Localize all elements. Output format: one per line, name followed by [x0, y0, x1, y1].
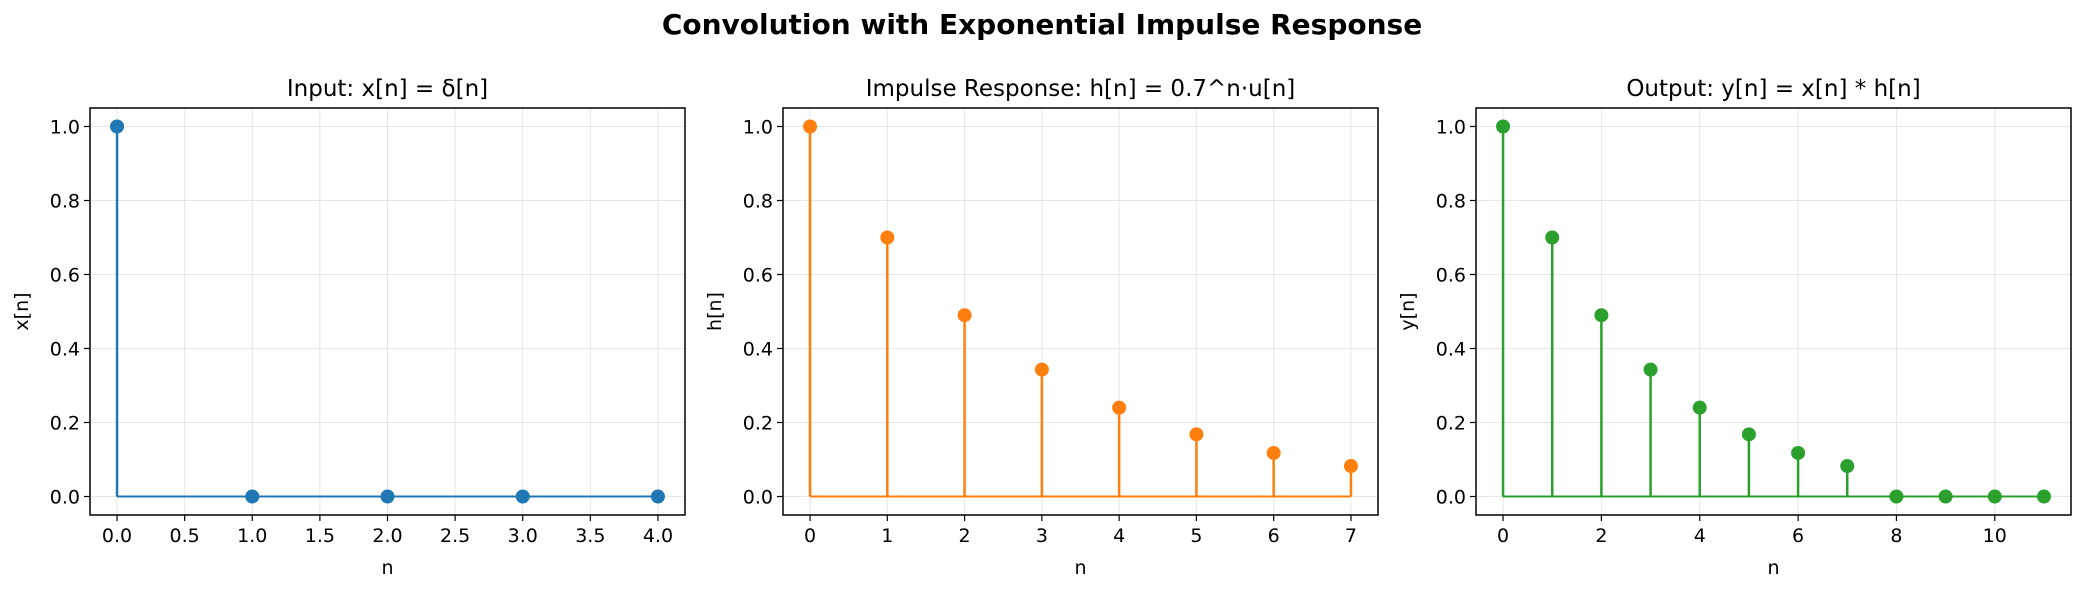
y-tick-label-4: 0.8	[1436, 191, 1466, 213]
stem-marker-2	[380, 489, 395, 504]
x-tick-label-0: 0.0	[102, 525, 132, 547]
x-tick-label-2: 2	[959, 525, 971, 547]
stem-marker-4	[1692, 400, 1707, 415]
stem-marker-4	[1112, 400, 1127, 415]
y-tick-label-5: 1.0	[1436, 117, 1466, 139]
stem-marker-9	[1938, 489, 1953, 504]
x-tick-label-5: 5	[1190, 525, 1202, 547]
x-tick-label-8: 4.0	[643, 525, 673, 547]
stem-marker-1	[245, 489, 260, 504]
x-tick-label-0: 0	[804, 525, 816, 547]
y-tick-label-3: 0.6	[50, 265, 80, 287]
x-tick-label-6: 3.0	[508, 525, 538, 547]
figure-title: Convolution with Exponential Impulse Res…	[661, 8, 1423, 41]
axes-frame	[782, 107, 1379, 516]
y-tick-label-0: 0.0	[50, 487, 80, 509]
stem-marker-11	[2036, 489, 2051, 504]
x-tick-label-3: 6	[1792, 525, 1804, 547]
x-tick-label-4: 4	[1113, 525, 1125, 547]
stem-marker-6	[1791, 445, 1806, 460]
y-tick-label-4: 0.8	[743, 191, 773, 213]
x-tick-label-3: 3	[1036, 525, 1048, 547]
x-axis-label: n	[381, 557, 393, 579]
x-tick-label-1: 1	[881, 525, 893, 547]
stem-marker-5	[1741, 427, 1756, 442]
stem-marker-0	[1496, 119, 1511, 134]
x-tick-label-2: 4	[1694, 525, 1706, 547]
x-tick-label-1: 0.5	[170, 525, 200, 547]
subplot-1: 0.0 0.5 1.0 1.5 2.0 2.5 3.0 3.5 4.0 0.0 0.2 0.4 0.6 0…	[11, 76, 686, 579]
y-tick-label-4: 0.8	[50, 191, 80, 213]
subplot-3: 0 2 4 6 8 10 0.0 0.2 0.4 0.6 0.8 1.0 Output: y[n] = …	[1397, 76, 2072, 579]
y-tick-label-3: 0.6	[1436, 265, 1466, 287]
x-tick-label-3: 1.5	[305, 525, 335, 547]
x-tick-label-5: 2.5	[440, 525, 470, 547]
y-tick-label-2: 0.4	[743, 339, 773, 361]
subplot-title: Impulse Response: h[n] = 0.7^n·u[n]	[866, 76, 1296, 102]
y-tick-label-2: 0.4	[1436, 339, 1466, 361]
y-tick-label-1: 0.2	[50, 413, 80, 435]
y-tick-label-0: 0.0	[1436, 487, 1466, 509]
y-axis-label: x[n]	[11, 292, 33, 330]
stem-marker-3	[1034, 362, 1049, 377]
x-tick-label-1: 2	[1595, 525, 1607, 547]
y-tick-label-3: 0.6	[743, 265, 773, 287]
y-tick-label-0: 0.0	[743, 487, 773, 509]
stem-marker-2	[1594, 308, 1609, 323]
x-tick-label-2: 1.0	[237, 525, 267, 547]
x-tick-label-0: 0	[1497, 525, 1509, 547]
stem-marker-7	[1343, 459, 1358, 474]
subplot-title: Input: x[n] = δ[n]	[287, 76, 488, 102]
y-tick-label-5: 1.0	[743, 117, 773, 139]
x-tick-label-6: 6	[1268, 525, 1280, 547]
y-tick-label-1: 0.2	[743, 413, 773, 435]
stem-marker-8	[1889, 489, 1904, 504]
stem-marker-3	[1643, 362, 1658, 377]
stem-marker-3	[515, 489, 530, 504]
x-tick-label-7: 3.5	[575, 525, 605, 547]
y-tick-label-1: 0.2	[1436, 413, 1466, 435]
stem-marker-4	[650, 489, 665, 504]
x-tick-label-5: 10	[1983, 525, 2007, 547]
stem-marker-0	[803, 119, 818, 134]
stem-marker-2	[957, 308, 972, 323]
subplot-title: Output: y[n] = x[n] * h[n]	[1626, 76, 1920, 102]
x-axis-label: n	[1074, 557, 1086, 579]
y-axis-label: y[n]	[1397, 292, 1419, 330]
stem-marker-10	[1987, 489, 2002, 504]
y-axis-label: h[n]	[704, 292, 726, 331]
x-tick-label-4: 8	[1890, 525, 1902, 547]
x-tick-label-7: 7	[1345, 525, 1357, 547]
axes-frame	[1475, 107, 2072, 516]
y-tick-label-5: 1.0	[50, 117, 80, 139]
stem-marker-6	[1266, 445, 1281, 460]
subplot-2: 0 1 2 3 4 5 6 7 0.0 0.2 0.4 0.6 0.8 1.0 Impulse Respon…	[704, 76, 1379, 579]
stem-marker-5	[1189, 427, 1204, 442]
stem-marker-1	[1545, 230, 1560, 245]
x-tick-label-4: 2.0	[372, 525, 402, 547]
stem-marker-7	[1840, 459, 1855, 474]
y-tick-label-2: 0.4	[50, 339, 80, 361]
stem-marker-1	[880, 230, 895, 245]
x-axis-label: n	[1767, 557, 1779, 579]
stem-marker-0	[110, 119, 125, 134]
